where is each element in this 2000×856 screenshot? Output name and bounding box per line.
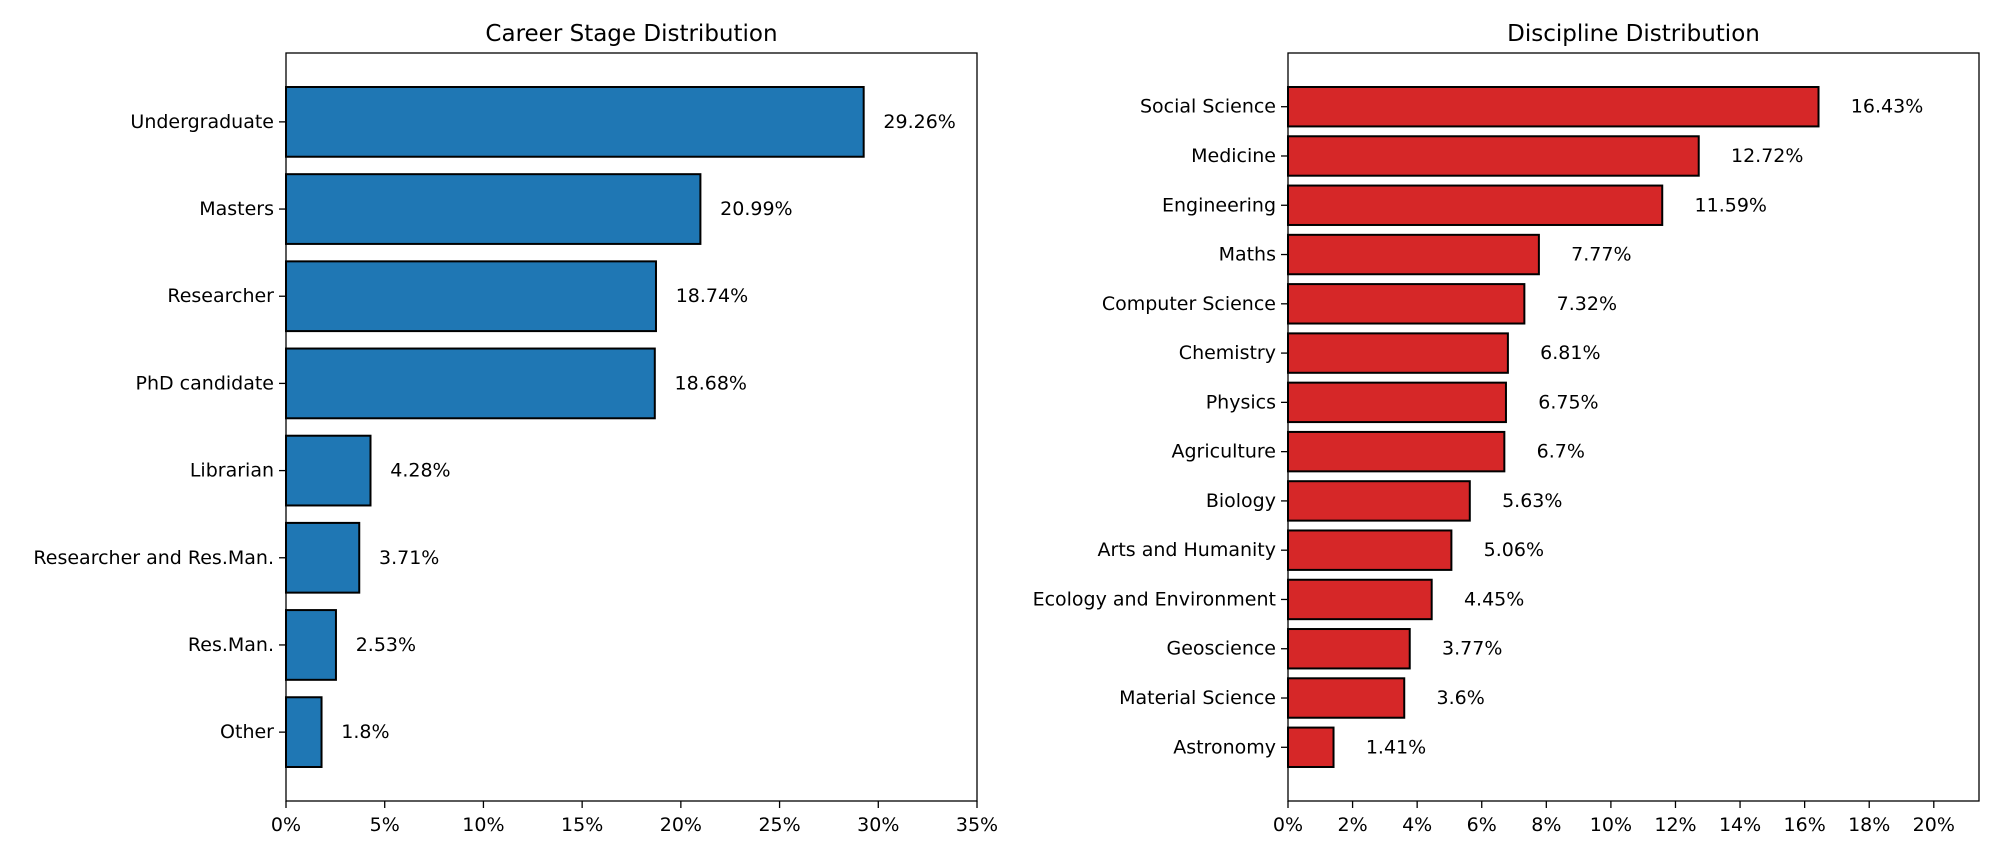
bar-value-label: 12.72% [1731,145,1803,167]
bar-value-label: 20.99% [720,198,792,220]
y-tick-label: Ecology and Environment [1033,588,1276,610]
bar [285,347,656,420]
bar [285,521,361,594]
bar [1287,283,1526,325]
bar [1287,184,1664,226]
x-tick-label: 20% [1913,814,1955,836]
bar-value-label: 5.63% [1502,490,1562,512]
y-tick-label: Res.Man. [188,634,274,656]
x-tick-label: 10% [462,814,504,836]
y-tick-label: Social Science [1140,96,1276,118]
x-tick-label: 8% [1531,814,1561,836]
bar-value-label: 18.74% [676,285,748,307]
bar-value-label: 1.41% [1366,736,1426,758]
y-tick-label: Researcher and Res.Man. [33,547,274,569]
axes-frame [285,52,978,802]
bar-value-label: 6.81% [1540,342,1600,364]
bar-value-label: 6.7% [1537,441,1585,463]
x-tick-label: 16% [1784,814,1826,836]
bar [285,434,372,507]
chart-title: Career Stage Distribution [485,21,777,47]
x-tick-label: 14% [1719,814,1761,836]
bar-value-label: 16.43% [1851,96,1923,118]
y-tick-label: Masters [199,198,274,220]
bar-value-label: 6.75% [1538,391,1598,413]
chart-title: Discipline Distribution [1507,21,1760,47]
bar [1287,332,1509,374]
bar-value-label: 1.8% [341,721,389,743]
bar [1287,480,1471,522]
x-tick-label: 5% [370,814,400,836]
y-tick-label: Geoscience [1166,638,1276,660]
y-tick-label: Material Science [1119,687,1276,709]
y-tick-label: Maths [1219,244,1276,266]
bar-value-label: 3.71% [379,547,439,569]
bar-value-label: 18.68% [675,372,747,394]
bar [285,173,702,245]
x-tick-label: 18% [1848,814,1890,836]
bar [1287,233,1540,276]
bar [285,609,337,681]
x-tick-label: 15% [561,814,603,836]
discipline-chart: Discipline Distribution Social Science 16… [1033,21,1980,836]
bar-value-label: 11.59% [1695,194,1767,216]
x-tick-label: 25% [758,814,800,836]
bar [285,260,657,333]
y-tick-label: Biology [1206,490,1276,512]
bar [1287,628,1411,670]
bar [1287,381,1507,424]
bar [1287,677,1406,719]
bar-value-label: 2.53% [356,634,416,656]
x-tick-label: 10% [1590,814,1632,836]
x-tick-label: 0% [1273,814,1303,836]
bar [1287,726,1335,768]
x-tick-label: 35% [956,814,998,836]
y-tick-label: Physics [1206,391,1276,413]
x-tick-label: 4% [1402,814,1432,836]
bar-value-label: 4.45% [1464,588,1524,610]
y-tick-label: Undergraduate [130,111,274,133]
x-tick-label: 20% [660,814,702,836]
x-tick-label: 0% [271,814,301,836]
y-tick-label: Medicine [1191,145,1276,167]
bar-value-label: 3.6% [1437,687,1485,709]
y-tick-label: Engineering [1162,194,1276,216]
bar [285,696,323,768]
x-tick-label: 2% [1338,814,1368,836]
bar-value-label: 7.32% [1557,293,1617,315]
bar [1287,529,1453,571]
bar [285,86,865,158]
bar-value-label: 7.77% [1571,244,1631,266]
y-tick-label: Agriculture [1172,441,1277,463]
y-tick-label: Researcher [167,285,274,307]
x-tick-label: 6% [1467,814,1497,836]
x-tick-label: 30% [857,814,899,836]
bar-value-label: 5.06% [1484,539,1544,561]
bar-value-label: 3.77% [1442,638,1502,660]
x-tick-label: 12% [1654,814,1696,836]
y-tick-label: Astronomy [1173,736,1276,758]
y-tick-label: Chemistry [1179,342,1276,364]
y-tick-label: Computer Science [1102,293,1276,315]
bar [1287,86,1820,128]
y-tick-label: Arts and Humanity [1098,539,1276,561]
y-tick-label: PhD candidate [136,372,274,394]
bar [1287,578,1433,621]
career-stage-chart: Career Stage Distribution Undergraduate 2… [33,21,998,836]
bar-value-label: 29.26% [883,111,955,133]
axes-frame [1287,52,1980,802]
bar [1287,135,1700,177]
y-tick-label: Other [220,721,274,743]
y-tick-label: Librarian [190,460,274,482]
bar [1287,430,1506,473]
bar-value-label: 4.28% [390,460,450,482]
